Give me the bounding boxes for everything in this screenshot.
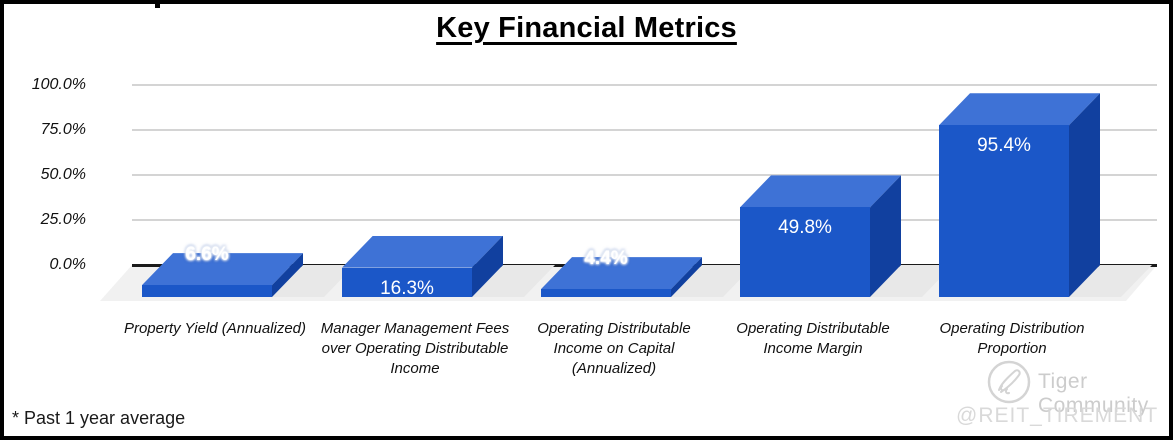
bar-3d — [740, 175, 901, 297]
y-tick-label: 25.0% — [40, 211, 86, 228]
bar-front-face — [142, 285, 272, 297]
y-tick-label: 100.0% — [31, 76, 86, 93]
category-label: Operating Distributable Income on Capita… — [537, 320, 691, 377]
gridline — [132, 174, 1157, 176]
gridline — [132, 129, 1157, 131]
bar-3d — [142, 253, 303, 297]
footnote: * Past 1 year average — [12, 408, 186, 428]
y-tick-label: 50.0% — [40, 166, 86, 183]
bar-value-label: 16.3% — [380, 277, 434, 299]
gridline — [132, 84, 1157, 86]
bar-3d — [541, 257, 702, 297]
border-tick — [155, 4, 160, 8]
category-label: Operating Distribution Proportion — [939, 320, 1085, 357]
watermark-handle: @REIT_TIREMENT — [956, 404, 1159, 427]
chart-title: Key Financial Metrics — [436, 12, 737, 44]
bar-top-face — [740, 175, 901, 207]
gridline — [132, 219, 1157, 221]
bar-front-face — [740, 207, 870, 297]
bar-value-label: 95.4% — [977, 135, 1031, 157]
bar-top-face — [541, 257, 702, 289]
y-tick-label: 75.0% — [40, 121, 86, 138]
bar-top-face — [939, 93, 1100, 125]
category-label: Manager Management Fees over Operating D… — [320, 320, 510, 377]
category-label: Property Yield (Annualized) — [123, 320, 307, 337]
bar-3d — [939, 93, 1100, 297]
watermark-community-label: Tiger Community — [1038, 370, 1149, 417]
chart-layer: 100.0% 75.0% 50.0% 25.0% 0.0% 6.6% Property Yi… — [4, 4, 1169, 436]
bar-front-face — [939, 125, 1069, 297]
bar-front-face — [342, 267, 472, 297]
bar-top-face — [142, 253, 303, 285]
bar-value-label: 49.8% — [778, 217, 832, 239]
bar-side-face — [1069, 93, 1100, 297]
bar-front-face — [541, 289, 671, 297]
category-label: Operating Distributable Income Margin — [736, 320, 890, 357]
bar-value-label: 4.4% — [584, 248, 628, 270]
bar-top-face — [342, 236, 503, 268]
y-tick-label: 0.0% — [49, 256, 86, 273]
bar-3d — [342, 236, 503, 297]
bar-value-label: 6.6% — [185, 244, 229, 266]
tiger-logo-icon — [987, 360, 1031, 404]
